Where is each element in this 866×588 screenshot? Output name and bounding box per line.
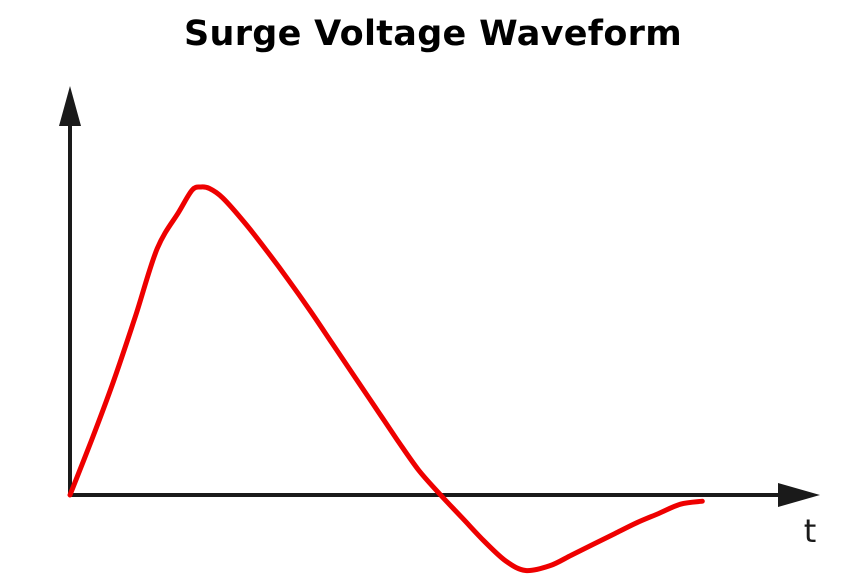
x-axis-label: t xyxy=(804,512,817,550)
x-axis-arrow xyxy=(778,483,820,507)
chart-title: Surge Voltage Waveform xyxy=(183,14,683,54)
series-layer xyxy=(67,184,705,574)
axes xyxy=(59,86,820,507)
y-axis-arrow xyxy=(59,86,81,126)
surge-waveform-line xyxy=(67,184,705,574)
